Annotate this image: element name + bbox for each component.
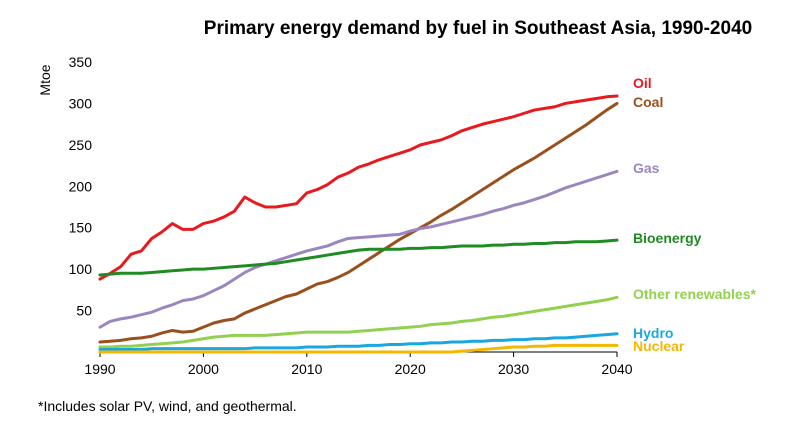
y-tick-label: 200 [69,178,93,194]
series-line-hydro [98,332,619,352]
series-line-nuclear [98,343,619,354]
x-tick-label: 2040 [601,361,632,377]
x-axis: 1990 2000 2010 2020 2030 2040 [84,351,633,377]
x-tick-label: 1990 [84,361,115,377]
series-label-hydro: Hydro [633,325,673,341]
x-tick-label: 2000 [188,361,219,377]
series-label-other-renewables: Other renewables* [633,286,756,302]
series-line-gas [98,169,619,329]
series-label-coal: Coal [633,94,663,110]
series-line-bioenergy [98,238,619,277]
series-line-coal [98,101,619,344]
y-tick-label: 300 [69,95,93,111]
x-tick-label: 2020 [395,361,426,377]
y-tick-label: 150 [69,220,93,236]
series-line-oil [98,94,619,281]
series-label-nuclear: Nuclear [633,338,685,354]
y-tick-label: 50 [76,303,92,319]
y-axis-label: Mtoe [37,64,53,95]
series-lines [98,94,619,354]
x-tick-label: 2030 [498,361,529,377]
chart-footnote: *Includes solar PV, wind, and geothermal… [38,398,297,414]
series-label-gas: Gas [633,160,660,176]
y-tick-label: 250 [69,137,93,153]
y-tick-label: 350 [69,54,93,70]
series-labels: Oil Coal Gas Bioenergy Other renewables* Hydr… [633,75,756,354]
chart-title: Primary energy demand by fuel in Southea… [204,18,752,39]
series-line-other-renewables [98,295,619,349]
series-label-oil: Oil [633,75,652,91]
y-tick-label: 100 [69,261,93,277]
x-tick-label: 2010 [291,361,322,377]
series-label-bioenergy: Bioenergy [633,230,702,246]
y-axis: 50 100 150 200 250 300 350 [69,54,93,319]
